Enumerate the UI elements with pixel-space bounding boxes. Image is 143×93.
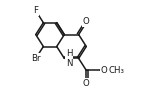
- Text: Br: Br: [31, 54, 40, 63]
- Text: O: O: [83, 17, 90, 26]
- Text: F: F: [33, 6, 38, 15]
- Text: H
N: H N: [66, 49, 72, 68]
- Text: O: O: [83, 79, 90, 88]
- Text: CH₃: CH₃: [108, 66, 124, 75]
- Text: O: O: [101, 66, 107, 75]
